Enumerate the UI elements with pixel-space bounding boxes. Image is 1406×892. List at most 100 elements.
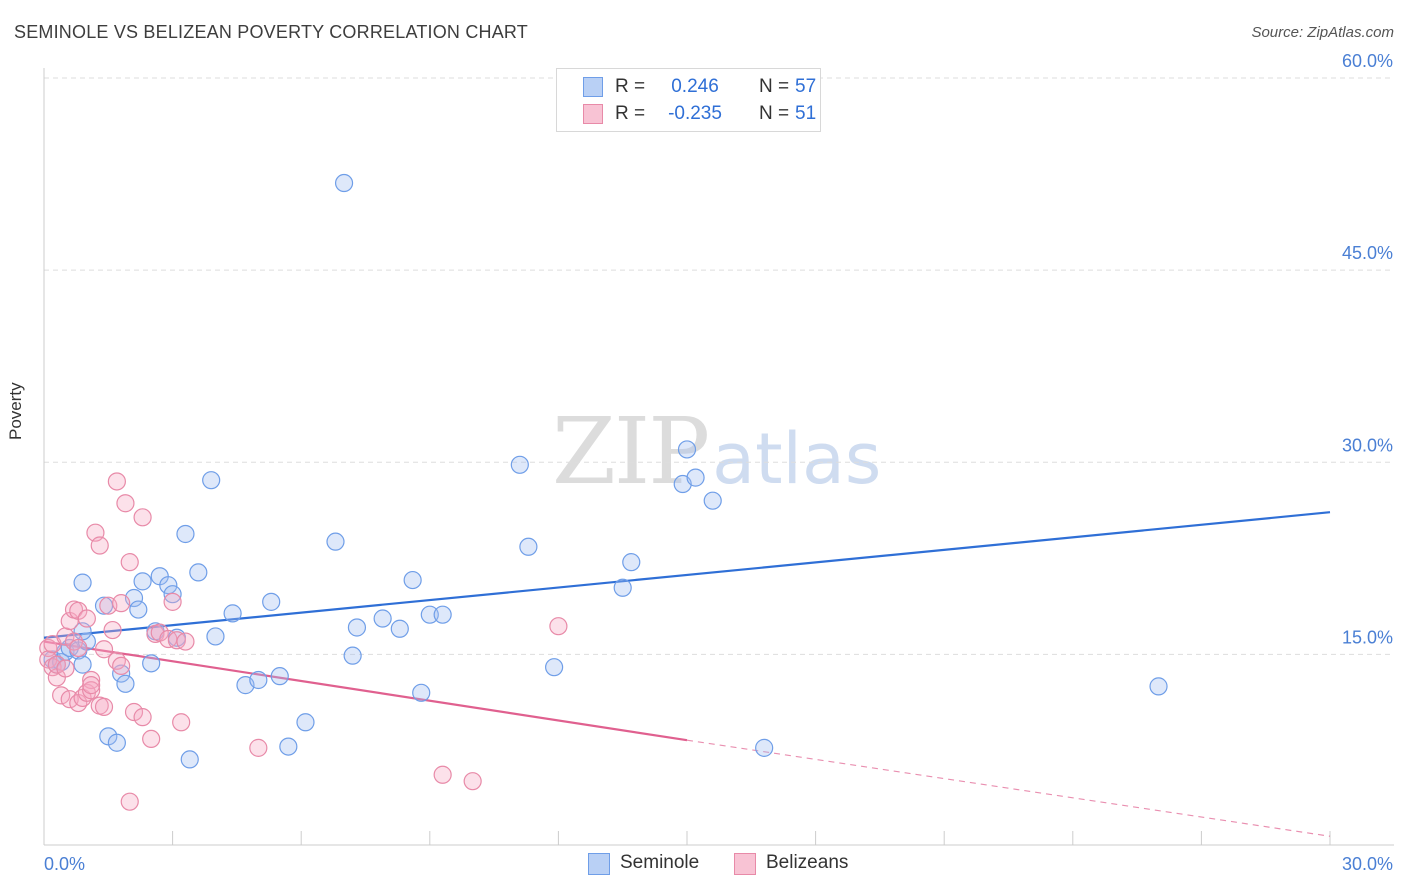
belizean-point (463, 772, 482, 791)
y-tick-label: 15.0% (1342, 627, 1393, 647)
belizean-point (133, 508, 152, 527)
seminole-point (116, 674, 135, 693)
seminole-point (73, 655, 92, 674)
legend-r-value: 0.246 (671, 76, 719, 97)
seminole-point (510, 455, 529, 474)
seminole-point (176, 524, 195, 544)
seminole-point (326, 532, 345, 551)
legend-n-label: N = (759, 103, 790, 124)
belizean-point (120, 792, 139, 811)
belizean-point (82, 676, 101, 695)
belizean-point (60, 690, 79, 709)
belizean-point (69, 638, 88, 658)
belizean-point (103, 620, 122, 640)
seminole-point (343, 646, 362, 665)
seminole-point (545, 658, 564, 677)
legend-r-value: -0.235 (668, 103, 722, 124)
seminole-point (420, 605, 439, 624)
belizean-point (433, 765, 452, 784)
seminole-point (73, 573, 92, 592)
seminole-trendline (43, 511, 1331, 639)
seminole-point (1149, 677, 1168, 696)
seminole-point (163, 585, 182, 604)
seminole-point (189, 563, 208, 582)
seminole-point (347, 618, 367, 637)
belizean-trendline (43, 640, 688, 742)
point-layer (39, 173, 1168, 811)
watermark-atlas: atlas (712, 418, 882, 500)
belizean-point (133, 708, 152, 727)
seminole-point (412, 683, 431, 702)
seminole-point (755, 738, 774, 757)
seminole-point (129, 600, 148, 619)
belizean-point (52, 686, 71, 705)
belizean-point (94, 640, 114, 659)
seminole-point (206, 627, 225, 646)
seminole-point (296, 713, 315, 732)
belizean-point (112, 594, 131, 613)
belizean-point (112, 656, 131, 676)
bottom-legend-label-belizeans: Belizeans (766, 852, 849, 873)
correlation-legend: R = 0.246 N = 57 R = -0.235 N = 51 (556, 68, 821, 132)
belizean-point (90, 536, 109, 555)
axis-layer (43, 68, 1394, 846)
belizean-point (120, 553, 139, 572)
seminole-point (180, 750, 199, 769)
seminole-point (433, 605, 452, 624)
seminole-point (159, 576, 178, 595)
belizean-point (176, 632, 195, 651)
belizean-point (107, 472, 126, 491)
grid-layer (44, 77, 1394, 655)
chart-title: SEMINOLE VS BELIZEAN POVERTY CORRELATION… (14, 22, 528, 42)
seminole-point (223, 604, 242, 623)
bottom-legend-swatch-seminole (588, 853, 610, 875)
seminole-point (334, 173, 354, 193)
watermark-zip: ZIP (552, 398, 710, 505)
seminole-point (613, 578, 632, 597)
seminole-point (373, 609, 392, 628)
x-tick-label: 0.0% (44, 854, 85, 874)
trend-layer (43, 511, 1331, 837)
belizean-point (56, 659, 75, 678)
seminole-point (202, 471, 221, 490)
seminole-point (142, 654, 161, 673)
belizean-point (172, 713, 191, 732)
seminole-point (107, 733, 126, 752)
watermark: ZIPatlas (552, 398, 881, 505)
seminole-point (677, 440, 697, 459)
legend-swatch-seminole (583, 77, 603, 97)
belizean-point (82, 670, 101, 690)
belizean-point (249, 738, 268, 757)
belizean-point (116, 494, 135, 513)
legend-swatch-belizeans (583, 104, 603, 124)
seminole-point (519, 537, 538, 556)
chart-source: Source: ZipAtlas.com (1251, 24, 1394, 41)
legend-n-value: 51 (795, 103, 817, 124)
bottom-legend-swatch-belizeans (734, 853, 756, 875)
legend-n-value: 57 (795, 76, 817, 97)
seminole-point (249, 670, 268, 690)
seminole-point (686, 468, 705, 487)
legend-r-label: R = (615, 103, 646, 124)
seminole-point (270, 667, 289, 686)
x-tick-label: 30.0% (1342, 854, 1393, 874)
belizean-point (94, 697, 114, 716)
belizean-point (163, 592, 182, 611)
seminole-point (279, 737, 298, 756)
legend-r-label: R = (615, 76, 646, 97)
seminole-point (390, 619, 409, 638)
y-tick-label: 60.0% (1342, 51, 1393, 71)
seminole-point (133, 572, 152, 591)
y-tick-label: 30.0% (1342, 435, 1393, 455)
bottom-legend-label-seminole: Seminole (620, 852, 700, 873)
seminole-point (403, 570, 422, 590)
seminole-point (262, 592, 281, 611)
belizean-trendline-extension (686, 739, 1331, 837)
belizean-point (47, 655, 66, 674)
belizean-point (142, 729, 161, 749)
belizean-point (77, 609, 96, 628)
seminole-point (622, 553, 641, 572)
belizean-point (82, 681, 101, 700)
legend-n-label: N = (759, 76, 790, 97)
